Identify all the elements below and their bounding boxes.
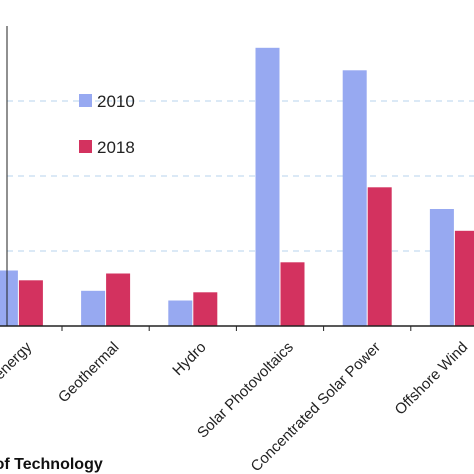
legend-label-2010: 2010 [97,92,135,111]
legend-label-2018: 2018 [97,138,135,157]
legend-swatch-2010 [79,94,92,107]
gridlines [7,100,474,252]
x-tick-label-offshore-wind: Offshore Wind [392,339,472,419]
bar-2018-hydro [193,292,218,327]
bars [0,47,474,327]
bar-2018-geothermal [106,273,131,326]
bar-2018-solar-photovoltaics [280,262,305,327]
bar-2018-bioenergy [18,280,43,327]
x-tick-label-geothermal: Geothermal [55,339,122,406]
x-tick-label-bioenergy: Bioenergy [0,338,36,398]
x-tick-label-solar-photovoltaics: Solar Photovoltaics [194,339,297,442]
bar-2018-offshore-wind [454,230,474,327]
axes [0,26,474,327]
bar-2010-concentrated-solar-power [342,70,367,327]
legend-swatch-2018 [79,140,92,153]
bar-2010-hydro [168,300,193,326]
bar-2018-concentrated-solar-power [367,187,392,327]
x-tick-label-hydro: Hydro [169,339,209,379]
legend: 2010 2018 [79,92,135,157]
bar-2010-geothermal [81,290,106,327]
x-axis-title: Type of Technology [0,456,103,473]
bar-2010-solar-photovoltaics [255,47,280,327]
bar-2010-offshore-wind [429,209,454,326]
x-ticks [61,326,412,331]
bar-2010-bioenergy [0,270,18,326]
